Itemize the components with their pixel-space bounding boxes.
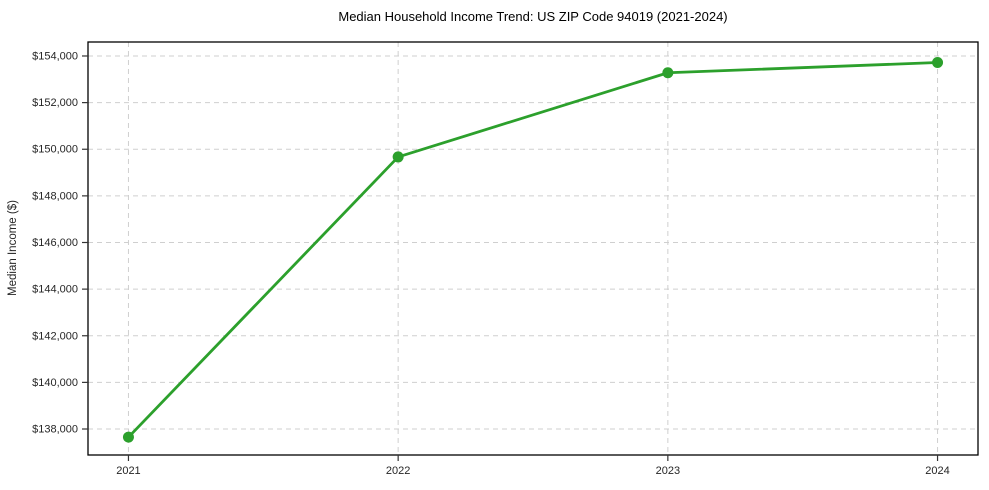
data-point-marker [662,67,674,79]
y-tick-label: $138,000 [32,424,78,436]
x-tick-label: 2022 [386,465,410,477]
y-tick-label: $140,000 [32,377,78,389]
plot-border [87,41,979,456]
x-tick-label: 2023 [656,465,680,477]
y-tick-label: $154,000 [32,50,78,62]
y-tick-label: $150,000 [32,144,78,156]
x-tick-label: 2024 [925,465,949,477]
y-tick-label: $146,000 [32,237,78,249]
x-tick-label: 2021 [116,465,140,477]
y-tick-label: $142,000 [32,330,78,342]
chart-title: Median Household Income Trend: US ZIP Co… [338,9,728,24]
data-point-marker [122,431,134,443]
y-tick-label: $144,000 [32,284,78,296]
data-point-marker [932,57,944,69]
y-tick-label: $148,000 [32,190,78,202]
trend-line [127,61,939,439]
y-tick-label: $152,000 [32,97,78,109]
data-point-marker [392,151,404,163]
